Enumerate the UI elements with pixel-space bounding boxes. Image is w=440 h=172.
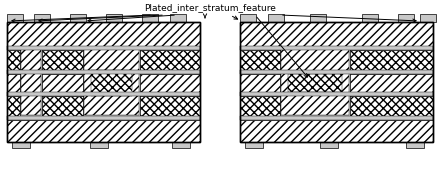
Bar	[7, 116, 200, 120]
Bar	[20, 46, 42, 116]
Bar	[7, 74, 200, 92]
Bar	[7, 46, 200, 50]
Bar	[7, 92, 200, 96]
Bar	[240, 70, 433, 74]
Bar	[7, 116, 200, 120]
Bar	[83, 46, 140, 116]
Bar	[240, 92, 433, 96]
Bar	[7, 22, 200, 142]
Bar	[142, 14, 158, 22]
Bar	[240, 46, 433, 50]
Bar	[240, 46, 433, 50]
Bar	[240, 22, 433, 46]
Bar	[170, 14, 186, 22]
Bar	[406, 142, 424, 148]
Bar	[240, 92, 433, 96]
Bar	[90, 142, 108, 148]
Bar	[362, 14, 378, 22]
Bar	[240, 120, 433, 142]
Bar	[7, 70, 200, 74]
Bar	[310, 14, 326, 22]
Bar	[172, 142, 190, 148]
Bar	[91, 70, 132, 96]
Bar	[7, 92, 200, 96]
Bar	[420, 14, 436, 22]
Bar	[398, 14, 414, 22]
Bar	[7, 50, 200, 70]
Bar	[320, 142, 338, 148]
Bar	[106, 14, 122, 22]
Bar	[7, 14, 23, 22]
Bar	[34, 14, 50, 22]
Bar	[240, 14, 256, 22]
Bar	[240, 70, 433, 74]
Bar	[240, 22, 433, 142]
Bar	[7, 70, 200, 74]
Bar	[240, 50, 433, 70]
Bar	[12, 142, 30, 148]
Bar	[7, 46, 200, 50]
Bar	[245, 142, 263, 148]
Bar	[7, 22, 200, 46]
Bar	[84, 47, 139, 115]
Bar	[268, 14, 284, 22]
Bar	[70, 14, 86, 22]
Bar	[7, 22, 200, 142]
Bar	[240, 116, 433, 120]
Bar	[288, 74, 342, 92]
Text: Plated_inter_stratum_feature: Plated_inter_stratum_feature	[144, 3, 276, 12]
Bar	[240, 116, 433, 120]
Bar	[280, 46, 350, 116]
Bar	[7, 120, 200, 142]
Bar	[240, 22, 433, 142]
Bar	[21, 47, 41, 115]
Bar	[240, 96, 433, 116]
Bar	[240, 74, 433, 92]
Bar	[281, 47, 349, 115]
Bar	[7, 96, 200, 116]
